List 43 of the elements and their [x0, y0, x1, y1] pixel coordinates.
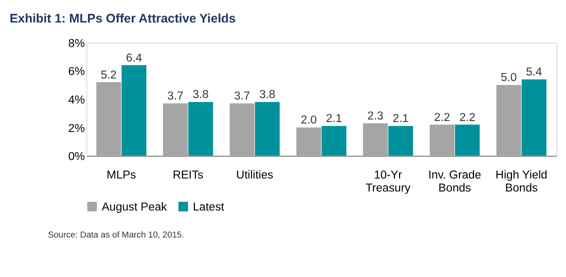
- data-label: 2.3: [367, 110, 384, 122]
- legend-label: Latest: [192, 201, 225, 214]
- y-tick-label: 8%: [68, 38, 85, 50]
- bar: [188, 102, 214, 156]
- bar: [254, 102, 280, 156]
- data-label: 5.2: [100, 69, 117, 82]
- bar: [522, 79, 546, 156]
- data-label: 2.2: [459, 112, 476, 124]
- bar: [454, 124, 480, 156]
- x-tick-label: MLPs: [106, 169, 136, 182]
- data-label: 3.8: [259, 89, 276, 102]
- bar: [96, 82, 122, 156]
- data-label: 5.0: [500, 72, 517, 84]
- bar: [296, 127, 322, 156]
- x-tick-label: Inv. Grade Bonds: [428, 169, 482, 195]
- bar: [363, 123, 388, 156]
- data-label: 3.8: [192, 89, 209, 102]
- y-tick-label: 4%: [68, 94, 85, 106]
- legend-label: August Peak: [102, 201, 168, 214]
- bar: [322, 126, 346, 156]
- y-tick-label: 2%: [68, 122, 85, 135]
- bar: [430, 124, 454, 156]
- bar: [163, 103, 188, 156]
- x-tick-label: High Yield Bonds: [496, 169, 548, 195]
- bar: [388, 126, 414, 156]
- data-label: 2.0: [300, 114, 317, 127]
- data-label: 5.4: [526, 66, 543, 78]
- x-tick-label: REITs: [172, 169, 204, 182]
- data-label: 6.4: [126, 52, 143, 64]
- chart-title: Exhibit 1: MLPs Offer Attractive Yields: [10, 11, 236, 26]
- bar: [496, 84, 522, 156]
- y-tick-label: 6%: [68, 66, 85, 78]
- x-tick-label: 10-Yr Treasury: [366, 169, 411, 195]
- x-tick-label: Utilities: [236, 169, 274, 182]
- data-label: 3.7: [167, 90, 184, 103]
- data-label: 3.7: [234, 90, 250, 103]
- data-label: 2.1: [392, 113, 409, 126]
- bar: [122, 65, 146, 156]
- data-label: 2.1: [326, 113, 342, 126]
- bar: [230, 103, 254, 156]
- source-note: Source: Data as of March 10, 2015.: [48, 229, 184, 240]
- data-label: 2.2: [434, 112, 450, 124]
- y-tick-label: 0%: [68, 151, 85, 164]
